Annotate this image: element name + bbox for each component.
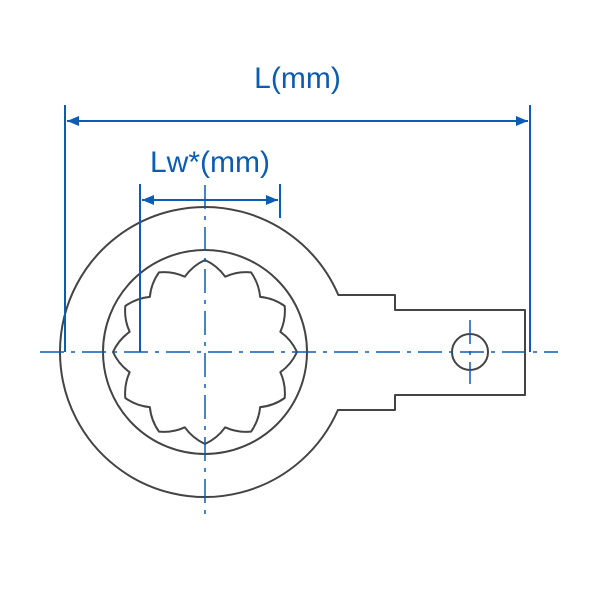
dimension-lw-label: Lw*(mm) <box>150 146 270 179</box>
dimension-overall-label: L(mm) <box>254 62 341 95</box>
technical-drawing: L(mm) Lw*(mm) <box>0 0 600 600</box>
